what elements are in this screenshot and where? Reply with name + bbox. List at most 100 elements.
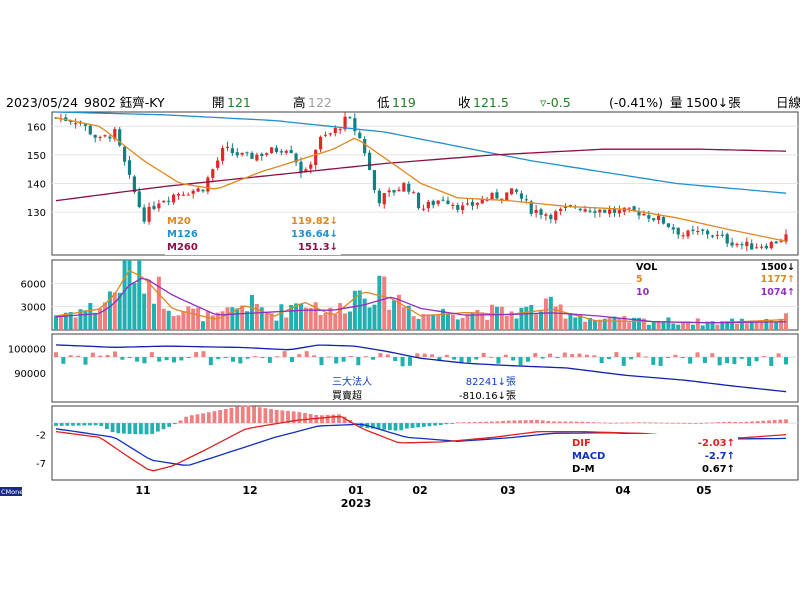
- dm-histogram-bar: [784, 419, 788, 424]
- candle-up: [318, 136, 323, 150]
- candle-down: [260, 153, 264, 157]
- candle-down: [470, 201, 475, 206]
- price-tick-label: 130: [27, 208, 46, 219]
- volume-bar: [494, 306, 499, 330]
- dm-histogram-bar: [189, 415, 194, 424]
- volume-bar: [205, 310, 210, 330]
- volume-bar: [362, 298, 367, 330]
- volume-bar: [460, 317, 465, 330]
- net-buy-sell-bar: [363, 356, 368, 358]
- volume-bar: [553, 306, 558, 330]
- net-buy-sell-bar: [577, 353, 582, 358]
- institutional-tick-label: 90000: [14, 369, 46, 380]
- moving-average-lines: [55, 111, 787, 242]
- candle-down: [142, 207, 146, 222]
- volume-bar: [499, 306, 504, 330]
- candle-down: [289, 150, 293, 154]
- dm-histogram-bar: [116, 423, 121, 434]
- close-label: 收: [458, 95, 471, 110]
- volume-bar: [392, 300, 397, 330]
- net-buy-sell-bar: [592, 355, 597, 358]
- net-buy-sell-bar: [179, 357, 184, 361]
- volume-bar: [583, 321, 588, 330]
- net-buy-sell-value: -810.16↓張: [459, 390, 516, 402]
- volume-bar: [93, 312, 98, 330]
- volume-bar: [475, 309, 480, 330]
- volume-bar: [470, 312, 475, 330]
- volume-bar: [318, 315, 323, 330]
- dm-histogram-bar: [65, 423, 70, 426]
- net-buy-sell-bar: [238, 357, 243, 364]
- candle-up: [485, 199, 489, 201]
- dm-histogram-bar: [614, 422, 619, 424]
- net-buy-sell-bar: [496, 357, 501, 364]
- volume-bar: [739, 318, 744, 330]
- dm-histogram-bar: [636, 422, 641, 424]
- volume-bar: [534, 314, 539, 330]
- candle-up: [162, 200, 166, 203]
- net-buy-sell-bar: [149, 352, 154, 358]
- candle-up: [657, 215, 661, 221]
- volume-bar: [671, 323, 676, 330]
- candle-down: [416, 192, 421, 209]
- net-buy-sell-bar: [658, 357, 663, 366]
- candle-down: [93, 134, 97, 138]
- volume-bar: [735, 323, 740, 330]
- volume-bar: [622, 316, 627, 330]
- net-buy-sell-bar: [54, 352, 58, 358]
- month-tick-label: 05: [696, 484, 711, 497]
- net-buy-sell-bar: [267, 357, 272, 363]
- volume-bar: [387, 309, 392, 330]
- dm-histogram-bar: [218, 410, 223, 424]
- volume-bar: [543, 298, 548, 330]
- volume-legend: VOL 1500↓ 5 1177↑ 10 1074↑: [632, 261, 797, 299]
- dm-histogram-bar: [59, 423, 64, 426]
- candle-up: [304, 169, 308, 173]
- net-buy-sell-bar: [518, 357, 523, 366]
- candle-up: [608, 209, 612, 214]
- volume-bar: [426, 314, 431, 330]
- volume-bar: [279, 304, 284, 330]
- candle-up: [534, 209, 538, 213]
- volume-bar: [558, 304, 563, 330]
- dm-histogram-bar: [693, 423, 698, 424]
- dm-histogram-bar: [750, 421, 754, 424]
- candle-up: [265, 153, 269, 155]
- price-legend-box: [165, 214, 341, 255]
- candle-up: [181, 194, 185, 196]
- dm-histogram-bar: [721, 421, 726, 424]
- dm-histogram-bar: [772, 419, 777, 424]
- dm-histogram-bar: [580, 421, 585, 424]
- candle-up: [505, 192, 509, 201]
- net-buy-sell-bar: [90, 352, 95, 358]
- candle-up: [240, 152, 244, 155]
- dm-histogram-bar: [172, 423, 177, 425]
- dm-histogram-bar: [54, 423, 58, 426]
- net-buy-sell-bar: [621, 357, 626, 366]
- candle-down: [392, 190, 396, 193]
- volume-bar: [695, 318, 700, 330]
- volume-bar: [514, 318, 519, 330]
- candle-up: [323, 134, 328, 136]
- volume-bar: [377, 275, 382, 330]
- candle-up: [755, 247, 759, 249]
- candle-down: [706, 230, 710, 235]
- candle-down: [666, 223, 671, 228]
- volume-bar: [431, 314, 436, 330]
- candle-down: [539, 209, 543, 215]
- net-buy-sell-bar: [430, 354, 435, 358]
- dm-histogram-bar: [631, 422, 636, 424]
- net-buy-sell-bar: [253, 356, 258, 358]
- candle-up: [176, 194, 181, 196]
- header-bar: 2023/05/24 9802 鈺齊-KY 開 121 高 122 低 119 …: [6, 95, 800, 110]
- candle-up: [171, 194, 176, 203]
- dm-histogram-bar: [625, 422, 630, 424]
- volume-bar: [504, 315, 509, 330]
- dm-legend-name: D-M: [572, 464, 595, 475]
- dm-histogram-bar: [518, 420, 522, 424]
- candle-up: [559, 208, 563, 212]
- volume-bar: [284, 317, 289, 330]
- candle-down: [431, 200, 435, 206]
- dm-histogram-bar: [286, 410, 290, 424]
- volume-bar: [396, 294, 401, 330]
